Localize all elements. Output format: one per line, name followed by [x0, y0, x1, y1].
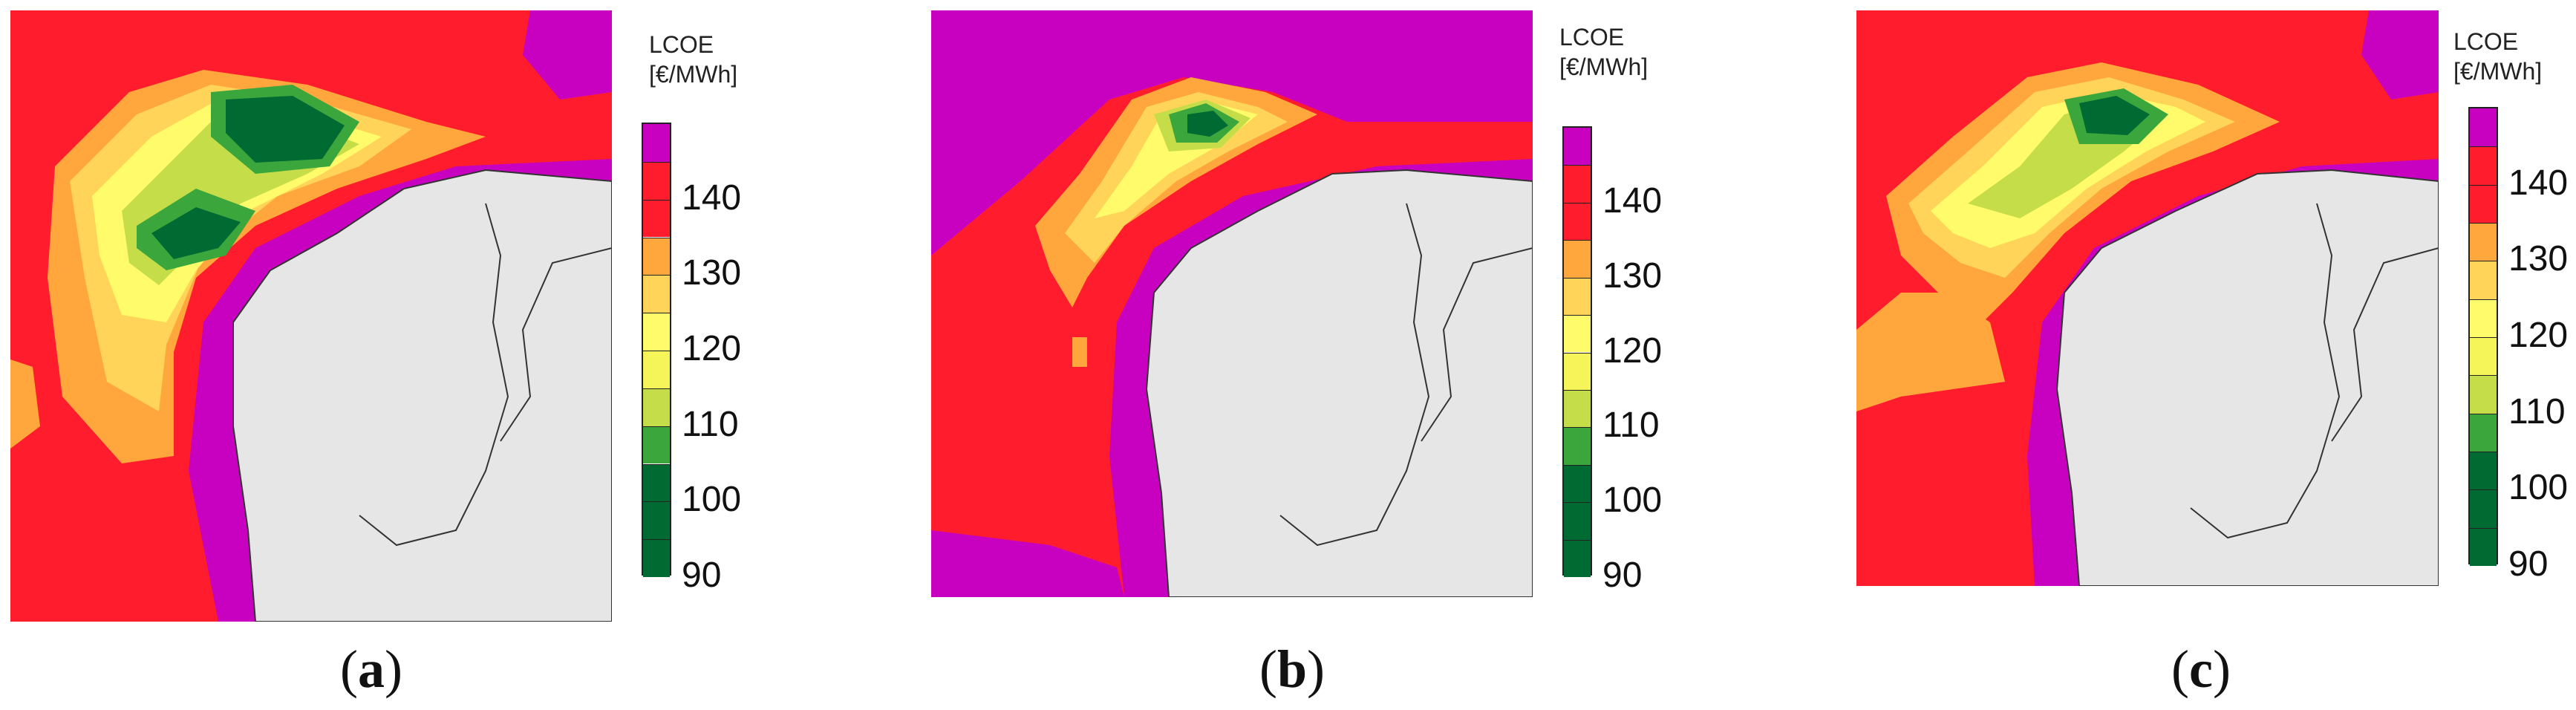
legend-swatch-110-115 — [1564, 389, 1591, 428]
legend-swatch-120-125 — [643, 313, 670, 351]
legend-swatches — [642, 123, 671, 577]
legend-swatches — [2468, 107, 2498, 566]
legend-swatch-130-135 — [2470, 223, 2497, 261]
legend-swatch-140-145 — [2470, 146, 2497, 185]
map-c-west-orange — [1856, 293, 2005, 411]
legend-swatch-90-95 — [1564, 539, 1591, 577]
legend-tick-label: 90 — [2508, 544, 2549, 584]
legend-title-line1: LCOE — [649, 31, 714, 58]
map-c — [1856, 10, 2439, 586]
legend-swatch-100-105 — [2470, 452, 2497, 490]
legend-tick-label: 130 — [1602, 255, 1663, 296]
legend-swatch-95-100 — [2470, 489, 2497, 528]
caption-b: (b) — [1259, 639, 1326, 699]
legend-tick-label: 100 — [2508, 468, 2569, 508]
legend-swatch-95-100 — [1564, 502, 1591, 540]
legend-swatch-135-140 — [2470, 184, 2497, 223]
legend-tick-label: 100 — [682, 480, 742, 520]
map-a-province-border — [359, 203, 509, 547]
legend-swatch-130-135 — [1564, 240, 1591, 278]
legend-swatch-125-130 — [2470, 261, 2497, 299]
legend-swatch-135-140 — [643, 199, 670, 238]
legend-tick-label: 130 — [2508, 239, 2569, 279]
legend-swatch-120-125 — [1564, 315, 1591, 353]
legend-swatch-90-95 — [2470, 527, 2497, 566]
legend-swatch-125-130 — [1564, 277, 1591, 316]
map-c-province-border — [2190, 203, 2341, 539]
legend-tick-label: 140 — [682, 178, 742, 218]
legend-swatch-130-135 — [643, 237, 670, 276]
map-a — [10, 10, 612, 622]
legend-title-line1: LCOE — [2453, 28, 2519, 55]
legend-tick-label: 110 — [682, 404, 739, 444]
legend-swatch-135-140 — [1564, 202, 1591, 241]
legend-swatch-90-95 — [643, 539, 670, 577]
map-b-small-orange — [1072, 337, 1087, 367]
map-b-province-border-2 — [1421, 247, 1533, 442]
legend-tick-label: 120 — [682, 329, 742, 368]
legend-tick-label: 120 — [1602, 330, 1663, 371]
legend-swatch-115-120 — [643, 351, 670, 388]
map-c-province-border-2 — [2331, 247, 2439, 442]
legend-swatch-105-110 — [2470, 413, 2497, 452]
legend-swatch-100-105 — [643, 463, 670, 502]
legend-swatch-120-125 — [2470, 299, 2497, 337]
map-a-darkgreen-north — [226, 96, 345, 163]
legend-swatches — [1562, 126, 1592, 577]
map-b-province-border — [1279, 203, 1430, 547]
legend-title: LCOE [€/MWh] — [2453, 27, 2542, 86]
map-a-land — [232, 169, 612, 622]
legend-title-line2: [€/MWh] — [1559, 53, 1649, 80]
legend-swatch-110-115 — [2470, 375, 2497, 414]
legend-title-line2: [€/MWh] — [2453, 58, 2543, 85]
legend-swatch-95-100 — [643, 501, 670, 540]
map-b — [931, 10, 1533, 597]
legend-tick-label: 120 — [2508, 316, 2569, 355]
legend-swatch-115-120 — [1564, 352, 1591, 390]
map-a-darkgreen-south — [151, 207, 241, 259]
legend-title: LCOE [€/MWh] — [649, 30, 737, 89]
map-a-province-border-2 — [500, 247, 612, 442]
legend-swatch-145-150 — [2470, 108, 2497, 147]
map-c-darkgreen-zone — [2079, 96, 2150, 135]
legend-tick-label: 130 — [682, 253, 742, 293]
legend-tick-label: 100 — [1602, 481, 1663, 521]
map-b-southwest — [931, 530, 1124, 597]
legend-tick-label: 90 — [1602, 556, 1643, 595]
legend-tick-label: 140 — [1602, 180, 1663, 221]
legend-swatch-145-150 — [1564, 128, 1591, 166]
legend-swatch-140-145 — [1564, 165, 1591, 203]
legend-swatch-140-145 — [643, 161, 670, 200]
legend-title-line1: LCOE — [1559, 24, 1625, 51]
legend-swatch-115-120 — [2470, 337, 2497, 376]
map-b-darkgreen-zone — [1187, 111, 1228, 137]
legend-swatch-100-105 — [1564, 464, 1591, 503]
map-c-offshore-far — [2361, 10, 2439, 100]
map-b-land — [1145, 169, 1533, 597]
legend-tick-label: 110 — [1602, 406, 1660, 446]
legend-swatch-110-115 — [643, 388, 670, 426]
caption-c: (c) — [2171, 639, 2231, 699]
legend-tick-label: 140 — [2508, 163, 2569, 203]
legend-swatch-125-130 — [643, 275, 670, 313]
legend-title-line2: [€/MWh] — [649, 61, 738, 88]
map-a-west-patch — [10, 359, 40, 449]
legend-title: LCOE [€/MWh] — [1559, 22, 1648, 82]
map-c-land — [2055, 169, 2439, 586]
caption-a: (a) — [340, 639, 402, 699]
legend-tick-label: 90 — [682, 556, 722, 595]
legend-swatch-145-150 — [643, 124, 670, 162]
legend-swatch-105-110 — [643, 426, 670, 464]
map-a-offshore-far — [523, 10, 612, 100]
legend-tick-label: 110 — [2508, 391, 2566, 431]
legend-swatch-105-110 — [1564, 427, 1591, 465]
